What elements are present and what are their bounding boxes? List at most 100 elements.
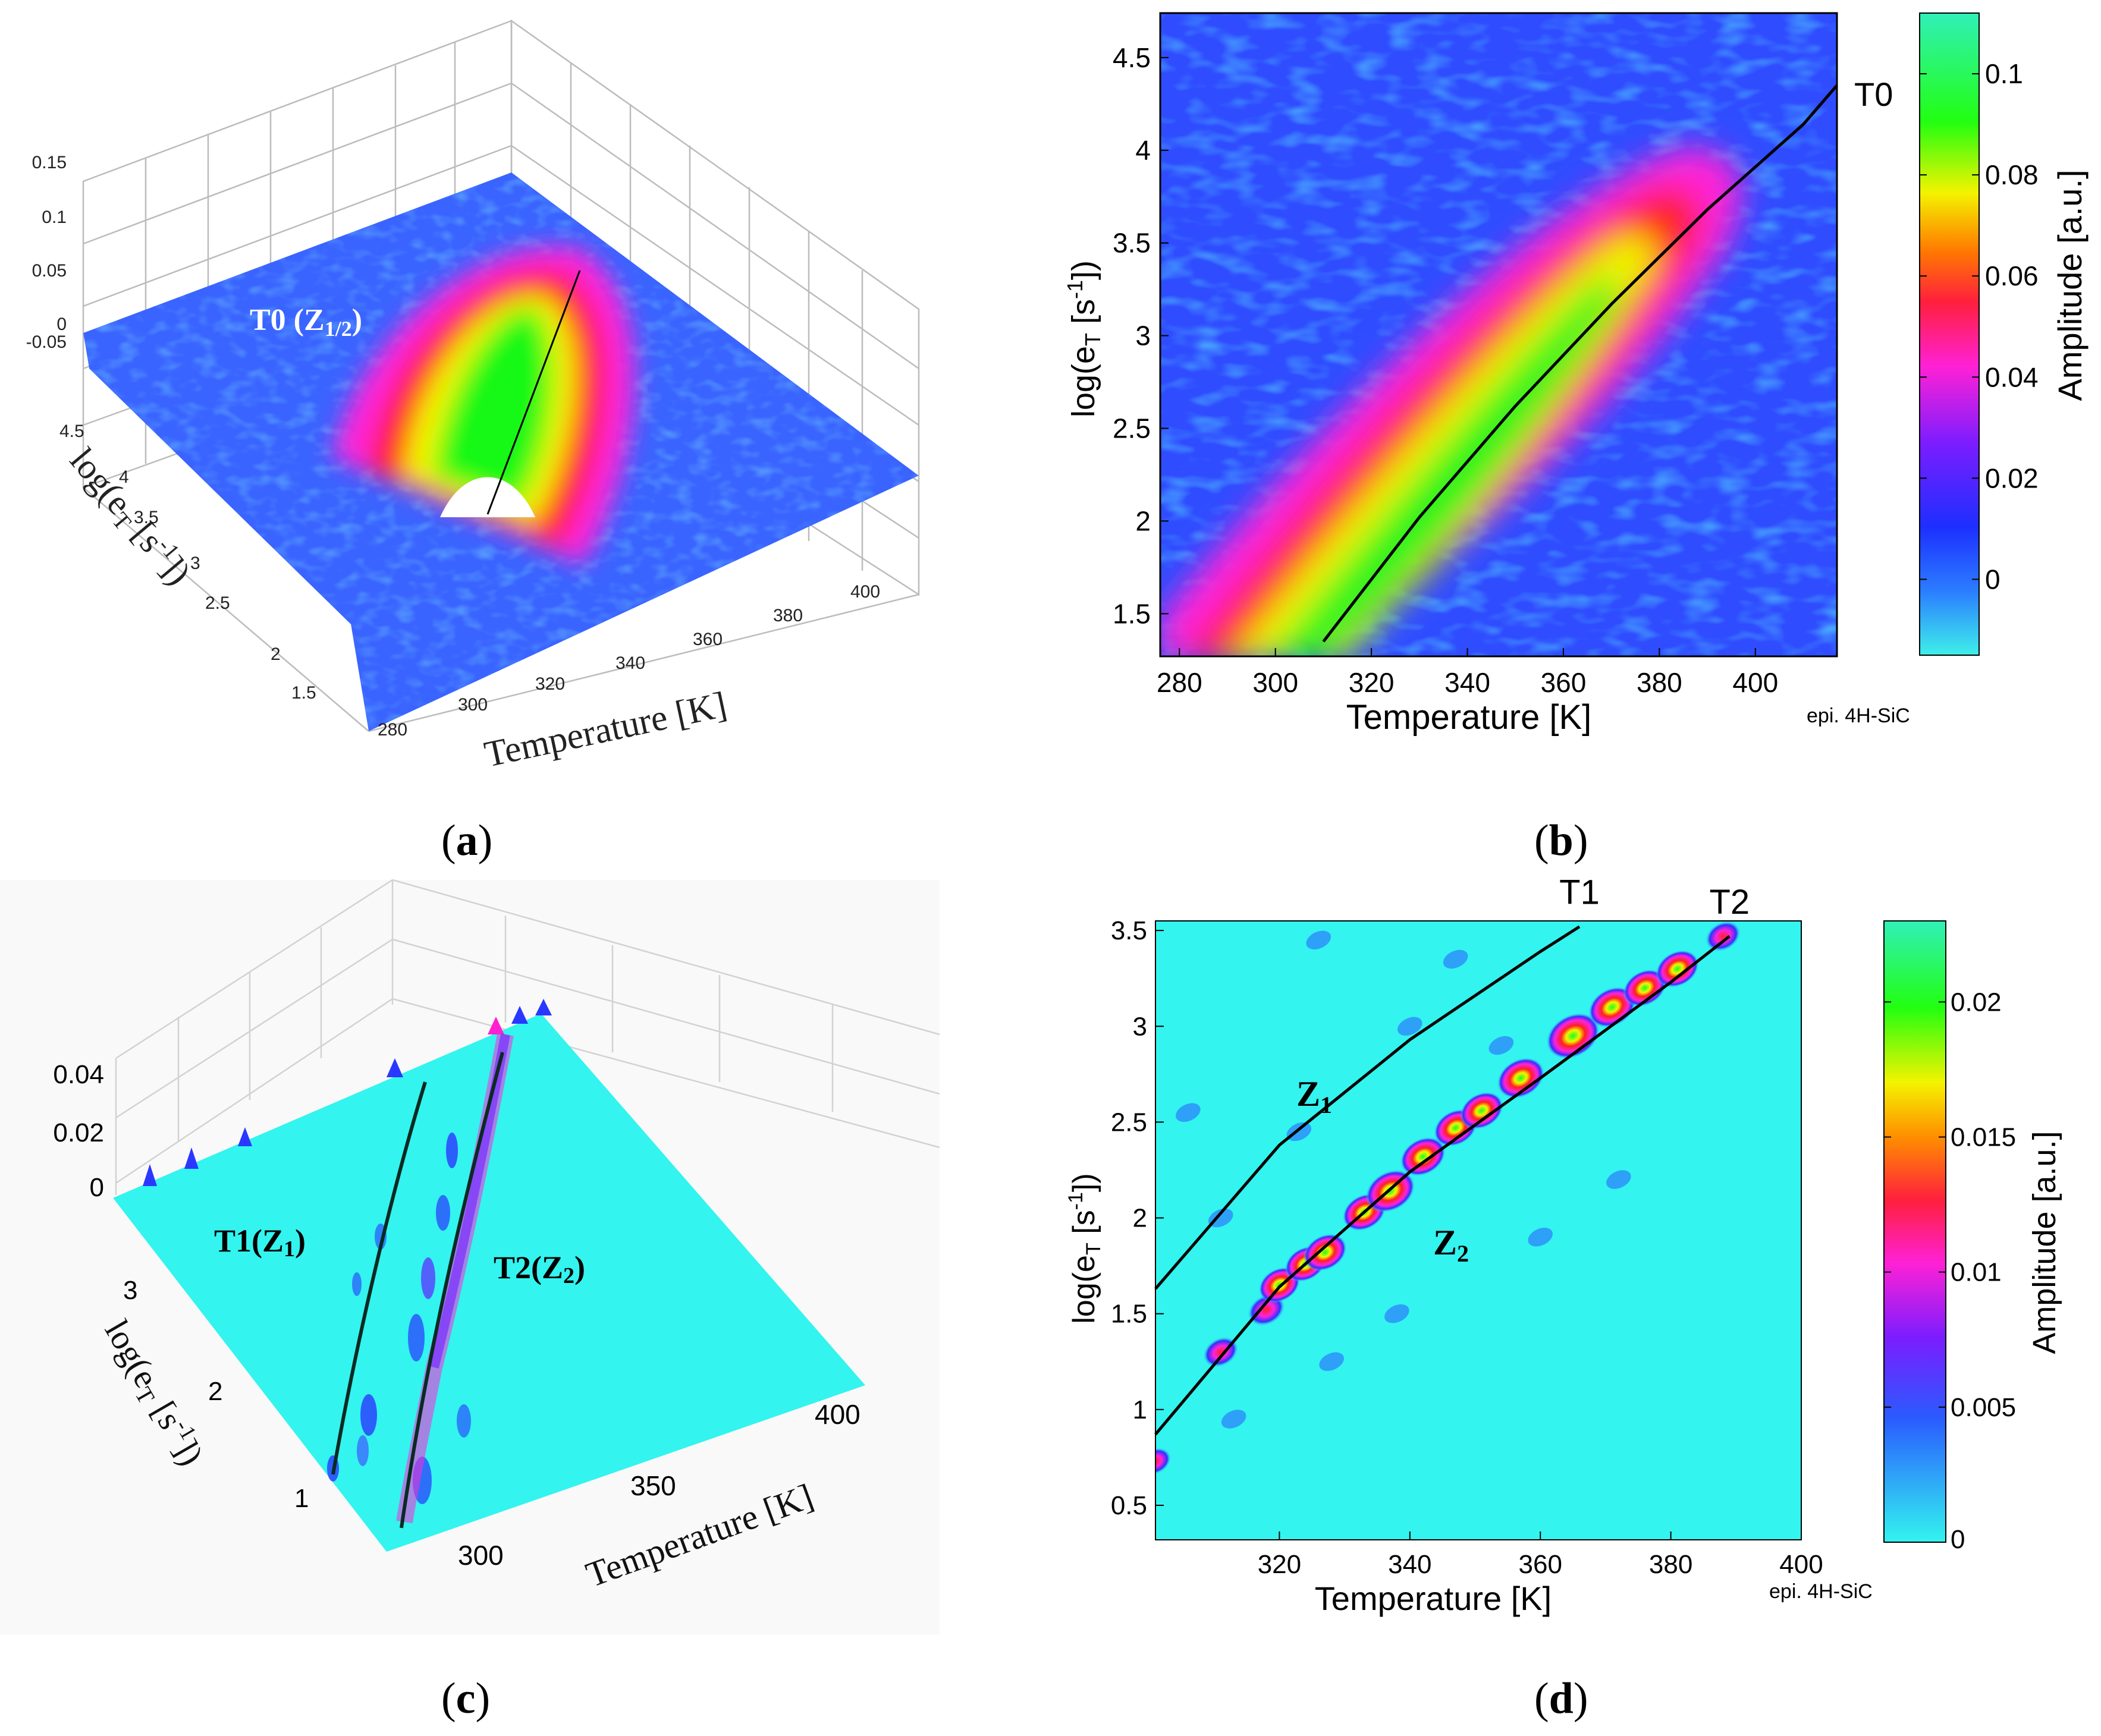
panel-d-peak (1497, 1057, 1545, 1099)
panel-b-y-tick: 3.5 (1113, 228, 1151, 259)
panel-c-y-tick: 1 (294, 1484, 309, 1513)
panel-label-d: (d) (1534, 1674, 1588, 1723)
panel-b-colorbar-tick: 0 (1985, 564, 2000, 595)
panel-d-y-tick: 2 (1133, 1204, 1147, 1233)
panel-b-x-ticks: 280 300 320 340 360 380 400 (1157, 648, 1778, 698)
panel-a-y-tick: 4 (119, 467, 129, 487)
panel-b-colorbar (1919, 12, 1980, 656)
panel-d-x-tick: 400 (1779, 1550, 1823, 1579)
panel-c-grid (115, 879, 940, 1195)
panel-d-weak-blob (1286, 1122, 1312, 1141)
panel-d-weak-blob (1221, 1410, 1246, 1429)
panel-d-x-tick: 380 (1649, 1550, 1692, 1579)
panel-d-y-ticks: 0.5 1 1.5 2 2.5 3 3.5 (1111, 916, 1164, 1520)
panel-b-y-tick: 3 (1135, 320, 1151, 351)
panel-b-chart: T0 280 300 320 340 360 380 400 1.5 2 2.5 3 3.5 4 4.5… (1063, 12, 2089, 737)
panel-b-y-tick: 2.5 (1113, 413, 1151, 444)
panel-b-y-tick: 4 (1135, 135, 1151, 166)
panel-a-x-tick: 400 (850, 582, 880, 602)
panel-d-y-tick: 0.5 (1111, 1491, 1147, 1520)
panel-b-x-tick: 380 (1637, 667, 1682, 698)
panel-d-peak (1546, 1012, 1600, 1059)
panel-d-weak-blob (1176, 1103, 1201, 1122)
panel-a-x-tick: 280 (378, 720, 407, 740)
panel-d-colorbar-label: Amplitude [a.u.] (2027, 1131, 2062, 1354)
panel-d-x-tick: 360 (1519, 1550, 1562, 1579)
panel-d-y-label: log(eT [s-1]) (1064, 1173, 1105, 1323)
panel-b-colorbar-tick: 0.08 (1985, 159, 2039, 190)
panel-d-weak-blob (1443, 949, 1468, 969)
panel-d-peak (1459, 1092, 1504, 1130)
panel-d-colorbar-tick: 0.015 (1951, 1122, 2016, 1152)
panel-d-weak-blob (1606, 1170, 1631, 1189)
panel-d-y-tick: 1 (1133, 1395, 1147, 1424)
panel-d-y-tick: 3.5 (1111, 916, 1147, 945)
panel-d-trace-label-t1: T1 (1559, 873, 1600, 912)
panel-b-y-label: log(eT [s-1]) (1063, 260, 1105, 417)
panel-d-trace-t2 (1154, 935, 1731, 1436)
panel-a-y-tick: 2.5 (205, 593, 230, 613)
panel-a-y-label: log(eT [s-1]) (59, 440, 199, 595)
panel-d-colorbar-ticks: 0 0.005 0.01 0.015 0.02 (1884, 987, 2016, 1554)
panel-b-x-tick: 320 (1349, 667, 1395, 698)
panel-a-y-tick: 2 (271, 644, 281, 664)
panel-a-z-tick: 0 (56, 315, 67, 334)
panel-d-label-z2: Z2 (1433, 1223, 1469, 1267)
panel-d-weak-blob (1528, 1228, 1553, 1247)
panel-a-y-ticks: 4.5 4 3.5 3 2.5 2 1.5 (59, 422, 316, 703)
panel-b-colorbar-label: Amplitude [a.u.] (2051, 169, 2089, 401)
panel-d-x-tick: 320 (1258, 1550, 1301, 1579)
panel-a-y-tick: 1.5 (291, 683, 316, 703)
panel-d-chart: T1 T2 Z1 Z2 320 340 360 380 400 0.5 1 1.5 2 2.5 3… (1064, 873, 2062, 1617)
panel-b-y-tick: 2 (1135, 505, 1151, 536)
panel-d-y-tick: 2.5 (1111, 1108, 1147, 1137)
panel-b-y-tick: 4.5 (1113, 42, 1151, 73)
panel-d-y-tick: 3 (1133, 1012, 1147, 1041)
panel-a-y-tick: 3.5 (134, 508, 159, 527)
panel-c-trace-t2 (400, 1052, 504, 1529)
panel-d-peak (1155, 1447, 1172, 1475)
panel-a-x-tick: 340 (615, 653, 645, 673)
panel-d-x-tick: 340 (1388, 1550, 1431, 1579)
panel-a-x-tick: 320 (535, 674, 565, 694)
panel-a-z-tick: 0.05 (32, 261, 67, 281)
panel-d-colorbar-tick: 0.005 (1951, 1393, 2016, 1422)
panel-d-frame (1155, 920, 1802, 1540)
panel-b-x-tick: 340 (1444, 667, 1490, 698)
panel-a-y-tick: 3 (190, 553, 200, 573)
panel-c-y-tick: 2 (208, 1377, 222, 1406)
panel-c-plane (113, 1014, 865, 1552)
panel-d-weak-blob (1319, 1352, 1344, 1371)
panel-a-z-tick: 0.15 (32, 153, 67, 172)
panel-d-colorbar-tick: 0.02 (1951, 987, 2002, 1017)
panel-b-colorbar-ticks: 0 0.02 0.04 0.06 0.08 0.1 (1920, 58, 2039, 595)
panel-c-annotation-t1: T1(Z1) (214, 1223, 306, 1262)
panel-d-peak (1705, 921, 1741, 952)
panel-d-label-z1: Z1 (1296, 1074, 1332, 1118)
panel-b-x-label: Temperature [K] (1346, 698, 1592, 737)
panel-a-y-tick: 4.5 (59, 422, 84, 441)
panel-b-trace-t0 (1322, 84, 1838, 643)
panel-a-ridge-trace (486, 270, 581, 515)
panel-c-chart: T1(Z1) T2(Z2) 0.04 0.02 0 3 2 1 300 350 … (0, 879, 940, 1635)
panel-d-weak-blob (1397, 1017, 1422, 1036)
panel-d-colorbar (1883, 920, 1946, 1543)
panel-d-peak (1303, 1233, 1347, 1272)
panel-b-colorbar-tick: 0.1 (1985, 58, 2023, 89)
panel-a-x-tick: 380 (773, 606, 803, 625)
panel-d-plot-area (1155, 921, 1801, 1540)
panel-b-y-ticks: 1.5 2 2.5 3 3.5 4 4.5 (1113, 42, 1169, 629)
panel-c-x-tick: 350 (630, 1470, 676, 1501)
panel-d-x-label: Temperature [K] (1315, 1580, 1552, 1617)
panel-b-colorbar-tick: 0.02 (1985, 463, 2039, 493)
panel-label-a: (a) (441, 816, 493, 865)
panel-b-x-tick: 280 (1157, 667, 1202, 698)
panel-a-x-label: Temperature [K] (481, 684, 730, 775)
panel-d-colorbar-tick: 0 (1951, 1525, 1965, 1554)
panel-a-x-ticks: 280 300 320 340 360 380 400 (378, 582, 880, 740)
panel-c-x-tick: 300 (458, 1540, 504, 1571)
panel-d-peak (1656, 949, 1700, 988)
panel-c-annotation-t2: T2(Z2) (494, 1250, 585, 1288)
panel-b-frame (1159, 12, 1838, 658)
